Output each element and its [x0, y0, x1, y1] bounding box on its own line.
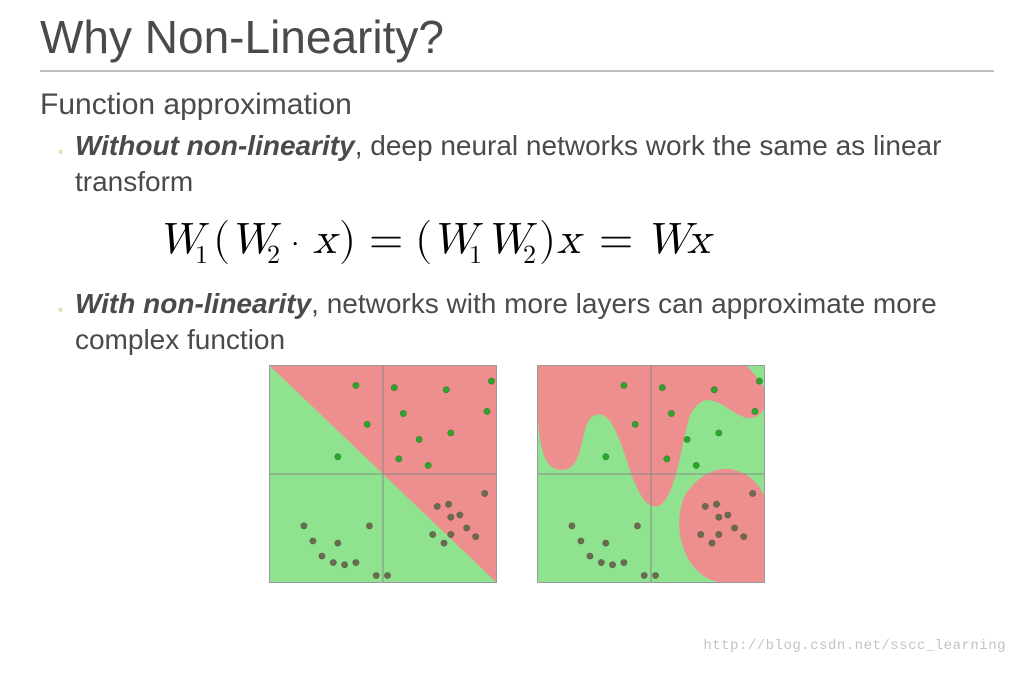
bullet-1: ◦ Without non-linearity, deep neural net…: [58, 128, 994, 201]
slide-title: Why Non-Linearity?: [40, 10, 994, 72]
figures-row: [40, 365, 994, 583]
bullet-2-text: With non-linearity, networks with more l…: [75, 286, 994, 359]
svg-text:x: x: [687, 218, 714, 262]
svg-text:=: =: [599, 218, 633, 262]
svg-text:2: 2: [523, 243, 536, 269]
svg-text:·: ·: [291, 227, 299, 257]
figure-nonlinear: [537, 365, 765, 583]
figure-linear: [269, 365, 497, 583]
figure-nonlinear-svg: [538, 366, 764, 582]
bullet-2: ◦ With non-linearity, networks with more…: [58, 286, 994, 359]
svg-text:(: (: [415, 218, 432, 264]
watermark: http://blog.csdn.net/sscc_learning: [703, 638, 1006, 654]
slide: Why Non-Linearity? Function approximatio…: [0, 0, 1034, 676]
svg-text:): ): [339, 218, 356, 264]
bullet-2-emph: With non-linearity: [75, 288, 311, 319]
svg-text:2: 2: [267, 243, 280, 269]
bullet-1-text: Without non-linearity, deep neural netwo…: [75, 128, 994, 201]
svg-text:x: x: [557, 218, 584, 262]
figure-linear-svg: [270, 366, 496, 582]
bullet-glyph-icon: ◦: [58, 300, 63, 318]
bullet-glyph-icon: ◦: [58, 142, 63, 160]
slide-subtitle: Function approximation: [40, 88, 994, 122]
svg-text:1: 1: [195, 243, 208, 269]
svg-text:=: =: [369, 218, 403, 262]
svg-text:(: (: [213, 218, 230, 264]
svg-text:x: x: [313, 218, 340, 262]
svg-text:1: 1: [469, 243, 482, 269]
equation: W 1 ( W 2 · x ) = ( W 1 W 2 ) x = W x: [40, 211, 994, 274]
bullet-1-emph: Without non-linearity: [75, 130, 355, 161]
svg-text:): ): [539, 218, 556, 264]
